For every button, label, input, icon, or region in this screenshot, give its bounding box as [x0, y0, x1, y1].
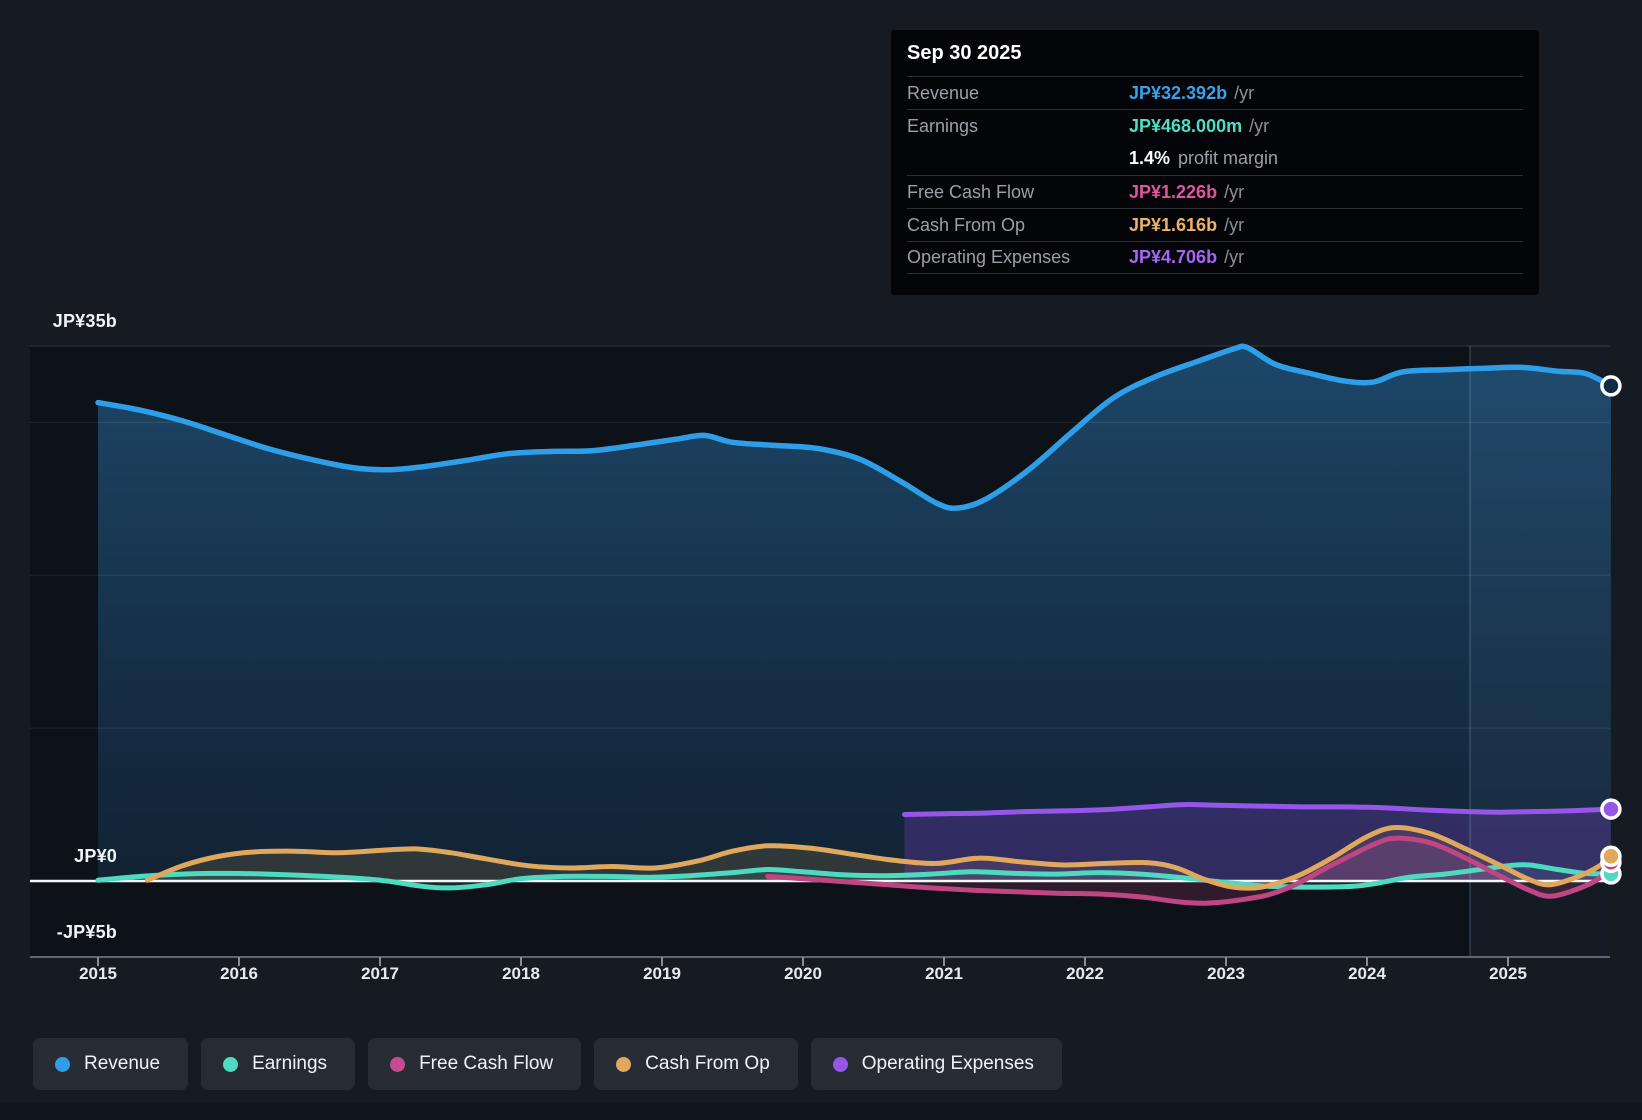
- y-axis-label--5b: -JP¥5b: [56, 922, 117, 943]
- tooltip-value-earnings: JP¥468.000m: [1129, 115, 1243, 136]
- tooltip-suffix-revenue: /yr: [1234, 82, 1255, 103]
- tooltip-label-revenue: Revenue: [907, 82, 980, 103]
- cash-from-op-legend-dot-icon: [616, 1056, 632, 1072]
- revenue-legend-dot-icon: [55, 1056, 70, 1072]
- revenue-end-marker[interactable]: [1600, 375, 1622, 397]
- x-axis-label-2025: 2025: [1489, 964, 1527, 983]
- x-axis-label-2019: 2019: [643, 964, 681, 983]
- free-cash-flow-legend-dot-icon: [390, 1056, 406, 1072]
- legend-label-revenue: Revenue: [84, 1053, 161, 1074]
- legend-label-operating-expenses: Operating Expenses: [861, 1053, 1034, 1074]
- free-cash-flow-area: [767, 838, 1611, 904]
- tooltip-row-earnings: Earnings JP¥468.000m/yr: [907, 109, 1523, 142]
- legend-item-free-cash-flow[interactable]: Free Cash Flow: [368, 1038, 582, 1090]
- chart-tooltip: Sep 30 2025 Revenue JP¥32.392b/yr Earnings…: [891, 30, 1539, 295]
- legend-label-cash-from-op: Cash From Op: [645, 1053, 770, 1074]
- operating-expenses-line: [902, 802, 1614, 817]
- x-axis-label-2015: 2015: [79, 964, 117, 983]
- tooltip-label-free-cash-flow: Free Cash Flow: [907, 181, 1035, 202]
- tooltip-row-free-cash-flow: Free Cash Flow JP¥1.226b/yr: [907, 175, 1523, 208]
- cash-from-op-line: [144, 824, 1614, 891]
- revenue-area: [98, 346, 1611, 881]
- legend-item-cash-from-op[interactable]: Cash From Op: [594, 1038, 798, 1090]
- x-axis-label-2016: 2016: [220, 964, 258, 983]
- earnings-line: [95, 862, 1614, 891]
- operating-expenses-legend-dot-icon: [832, 1056, 848, 1072]
- y-axis-label-0b: JP¥0: [74, 846, 117, 866]
- operating-expenses-end-marker[interactable]: [1600, 798, 1622, 820]
- revenue-line: [95, 343, 1614, 511]
- tooltip-suffix-cash-from-op: /yr: [1224, 214, 1245, 235]
- x-axis-label-2024: 2024: [1348, 964, 1386, 983]
- legend-item-revenue[interactable]: Revenue: [33, 1038, 189, 1090]
- tooltip-label-earnings: Earnings: [907, 115, 979, 136]
- free-cash-flow-line: [765, 835, 1614, 906]
- tooltip-value-revenue: JP¥32.392b: [1129, 82, 1228, 103]
- x-axis-label-2021: 2021: [925, 964, 963, 983]
- legend-label-free-cash-flow: Free Cash Flow: [419, 1053, 554, 1074]
- profit-margin-value: 1.4%: [1129, 148, 1171, 168]
- tooltip-label-operating-expenses: Operating Expenses: [907, 247, 1071, 267]
- tooltip-row-cash-from-op: Cash From Op JP¥1.616b/yr: [907, 208, 1523, 241]
- legend-item-operating-expenses[interactable]: Operating Expenses: [810, 1038, 1062, 1090]
- x-axis-label-2022: 2022: [1066, 964, 1104, 983]
- tooltip-row-profit-margin: 1.4% profit margin: [907, 142, 1523, 175]
- legend-item-earnings[interactable]: Earnings: [201, 1038, 356, 1090]
- legend-label-earnings: Earnings: [252, 1053, 328, 1074]
- x-axis-label-2017: 2017: [361, 964, 399, 983]
- tooltip-label-cash-from-op: Cash From Op: [907, 214, 1026, 235]
- tooltip-row-operating-expenses: Operating Expenses JP¥4.706b/yr: [907, 241, 1523, 274]
- tooltip-row-revenue: Revenue JP¥32.392b/yr: [907, 76, 1523, 109]
- earnings-legend-dot-icon: [223, 1056, 239, 1072]
- tooltip-suffix-earnings: /yr: [1249, 115, 1270, 136]
- tooltip-suffix-free-cash-flow: /yr: [1224, 181, 1245, 202]
- x-axis-label-2023: 2023: [1207, 964, 1245, 983]
- tooltip-value-operating-expenses: JP¥4.706b: [1129, 247, 1218, 267]
- x-axis-label-2018: 2018: [502, 964, 540, 983]
- y-axis-label-35b: JP¥35b: [52, 311, 117, 331]
- x-axis-label-2020: 2020: [784, 964, 822, 983]
- operating-expenses-area: [904, 804, 1611, 881]
- bottom-strip: [0, 1102, 1642, 1120]
- tooltip-date: Sep 30 2025: [907, 41, 1022, 64]
- tooltip-suffix-operating-expenses: /yr: [1224, 247, 1245, 267]
- tooltip-value-free-cash-flow: JP¥1.226b: [1129, 181, 1218, 202]
- legend: Revenue Earnings Free Cash Flow Cash From O…: [33, 1038, 1062, 1090]
- profit-margin-text: profit margin: [1178, 148, 1279, 168]
- tooltip-value-cash-from-op: JP¥1.616b: [1129, 214, 1218, 235]
- cash-from-op-area: [147, 827, 1611, 889]
- cash-from-op-end-marker[interactable]: [1600, 845, 1622, 868]
